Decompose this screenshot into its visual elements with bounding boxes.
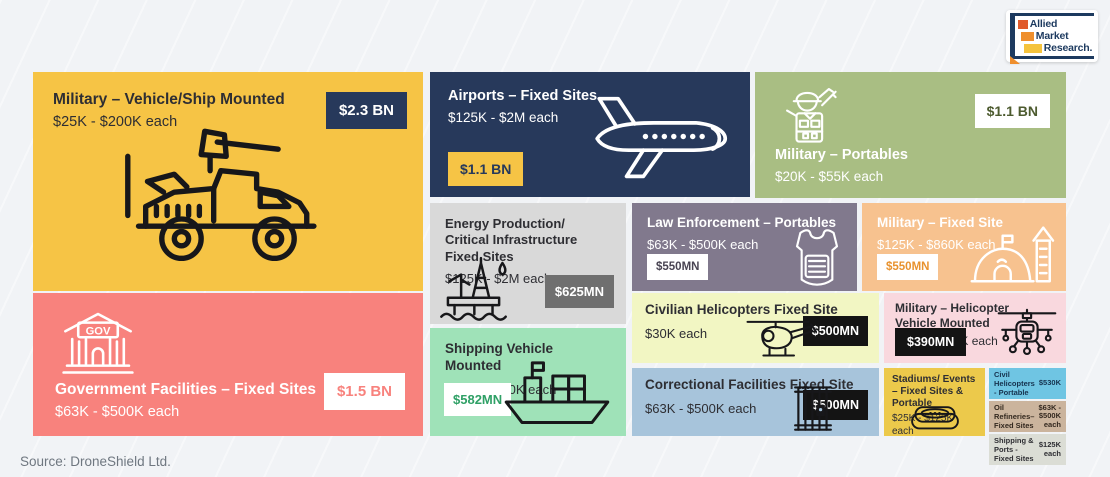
- tile-unit-price: $125K - $2M each: [448, 110, 559, 126]
- tile-title: Oil Refineries– Fixed Sites: [994, 403, 1035, 430]
- tile-civil-helicopters-portable: Civil Helicopters - Portable $530K: [989, 368, 1066, 399]
- tile-unit-price: $30K each: [645, 325, 708, 341]
- tile-unit-price: $25K - $125K each: [892, 413, 954, 437]
- tile-oil-refineries-fixed-sites: Oil Refineries– Fixed Sites $63K - $500K…: [989, 401, 1066, 432]
- tile-unit-price: $63K - $500K each: [55, 404, 180, 421]
- military-base-icon: [970, 213, 1058, 291]
- soldier-icon: [779, 82, 843, 150]
- tile-title: Military – Portables: [775, 147, 908, 164]
- value-badge: $1.1 BN: [974, 94, 1050, 128]
- bulletproof-vest-icon: [789, 225, 845, 289]
- armored-vehicle-icon: [89, 117, 367, 287]
- logo-bar-orange: [1020, 31, 1034, 41]
- tile-unit-price: $63K - $500K each: [645, 400, 757, 416]
- tile-unit-price: $125K each: [1038, 439, 1061, 458]
- value-badge: $500MN: [802, 316, 868, 346]
- tile-title: Shipping Vehicle Mounted: [445, 341, 554, 373]
- airplane-icon: [578, 84, 736, 189]
- military-helicopter-icon: [994, 305, 1060, 357]
- oil-rig-icon: [438, 253, 514, 321]
- tile-unit-price: $125K - $2M each: [445, 270, 552, 286]
- tile-military-helicopter-vehicle-mounted: Military – Helicopter Vehicle Mounted $2…: [884, 293, 1066, 363]
- tile-unit-price: $125K - $860K each: [877, 236, 996, 252]
- tile-unit-price: $20K - $55K each: [775, 169, 884, 185]
- value-badge: $390MN: [895, 328, 967, 356]
- value-badge: $530K: [1038, 378, 1061, 388]
- logo-speech-bubble: Allied Market Research.: [1009, 13, 1095, 64]
- tile-title: Military – Helicopter Vehicle Mounted: [895, 301, 1010, 330]
- svg-text:GOV: GOV: [86, 326, 111, 338]
- value-badge: $1.5 BN: [323, 373, 405, 410]
- helicopter-icon: [720, 317, 838, 361]
- tile-stadiums-events: Stadiums/ Events – Fixed Sites & Portabl…: [884, 368, 985, 437]
- logo-word-market: Market: [1035, 30, 1069, 42]
- allied-market-research-logo: Allied Market Research.: [1006, 10, 1098, 64]
- logo-word-research: Research.: [1043, 42, 1093, 54]
- small-segments-column: Civil Helicopters - Portable $530K Oil R…: [989, 368, 1066, 465]
- tile-title: Airports – Fixed Sites: [448, 88, 598, 104]
- tile-government-facilities-fixed-sites: GOV Government Facilities – Fixed Sites …: [33, 293, 423, 436]
- logo-word-allied: Allied: [1029, 18, 1058, 30]
- logo-bar-red: [1017, 19, 1028, 29]
- tile-title: Military – Fixed Site: [877, 215, 1004, 230]
- value-badge: $1.1 BN: [448, 152, 524, 186]
- tile-unit-price: $63K - $500K each: [1038, 402, 1061, 429]
- tile-civilian-helicopters-fixed-site: Civilian Helicopters Fixed Site $30K eac…: [632, 293, 879, 363]
- source-note: Source: DroneShield Ltd.: [20, 454, 171, 469]
- tile-title: Law Enforcement – Portables: [647, 215, 837, 230]
- tile-law-enforcement-portables: Law Enforcement – Portables $63K - $500K…: [632, 203, 857, 291]
- tile-military-portables: $1.1 BN Military – Portables $20K - $55K…: [755, 72, 1066, 198]
- tile-energy-production-critical-infrastructure: Energy Production/ Critical Infrastructu…: [430, 203, 626, 324]
- value-badge: $2.3 BN: [325, 92, 407, 129]
- tile-military-fixed-site: Military – Fixed Site $125K - $860K each…: [862, 203, 1066, 291]
- government-building-icon: GOV: [55, 305, 141, 385]
- tile-unit-price: $25K - $200K each: [53, 114, 178, 131]
- value-badge: $582MN: [444, 383, 512, 416]
- tile-title: Stadiums/ Events – Fixed Sites & Portabl…: [892, 374, 976, 409]
- tile-title: Military – Vehicle/Ship Mounted: [53, 91, 285, 108]
- tile-title: Energy Production/ Critical Infrastructu…: [445, 216, 578, 264]
- value-badge: $550MN: [877, 254, 939, 280]
- tile-shipping-ports-fixed-sites: Shipping & Ports - Fixed Sites $125K eac…: [989, 434, 1066, 465]
- tile-shipping-vehicle-mounted: Shipping Vehicle Mounted $63K - $200K ea…: [430, 328, 626, 436]
- tile-title: Civil Helicopters - Portable: [994, 370, 1035, 397]
- tile-military-vehicle-ship-mounted: Military – Vehicle/Ship Mounted $25K - $…: [33, 72, 423, 291]
- tile-title: Shipping & Ports - Fixed Sites: [994, 436, 1034, 463]
- tile-airports-fixed-sites: Airports – Fixed Sites $125K - $2M each …: [430, 72, 750, 197]
- tile-title: Government Facilities – Fixed Sites: [55, 380, 317, 398]
- tile-unit-price: $63K - $500K each: [647, 236, 759, 252]
- cargo-ship-icon: [498, 348, 616, 430]
- tile-correctional-facilities-fixed-site: Correctional Facilities Fixed Site $63K …: [632, 368, 879, 436]
- tile-title: Civilian Helicopters Fixed Site: [645, 302, 838, 317]
- logo-bar-yellow: [1023, 43, 1042, 53]
- value-badge: $625MN: [544, 275, 614, 308]
- jail-bars-icon: [790, 382, 836, 434]
- logo-speech-tail: [1009, 56, 1020, 64]
- stadium-icon: [906, 396, 964, 434]
- value-badge: $550MN: [647, 254, 709, 280]
